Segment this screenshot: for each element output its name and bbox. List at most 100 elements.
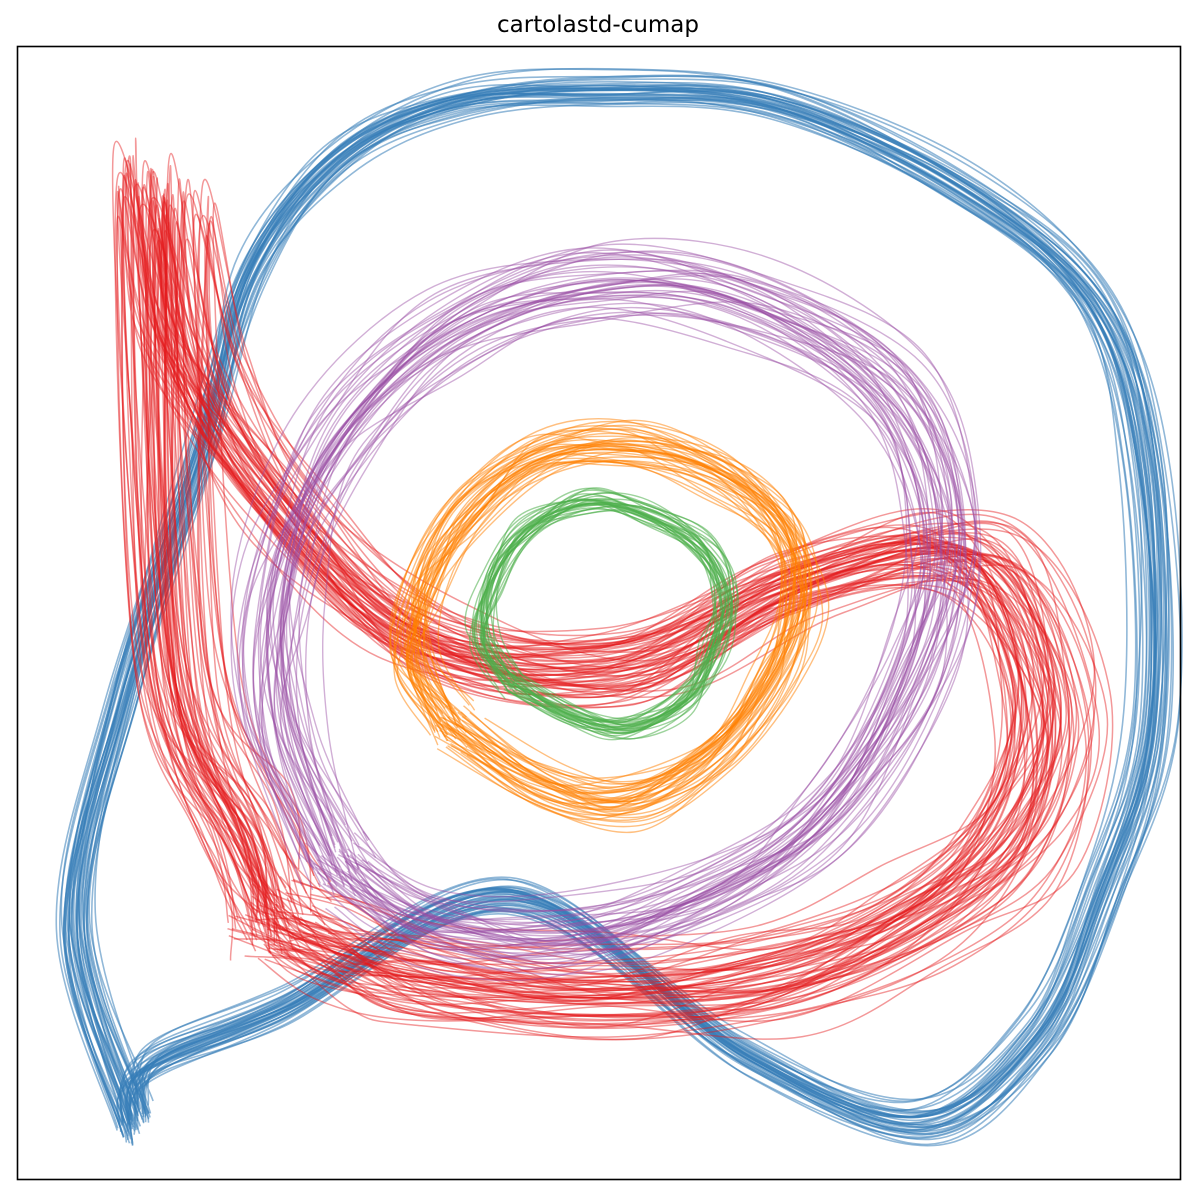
trajectory-line-series-2: [252, 312, 914, 951]
trajectory-line-series-2: [280, 237, 982, 942]
trajectory-line-series-1: [183, 238, 1009, 999]
trajectory-line-series-1: [152, 175, 1023, 980]
trajectory-line-series-2: [275, 283, 978, 954]
chart-title: cartolastd-cumap: [497, 12, 699, 38]
trajectory-line-series-4: [473, 508, 722, 731]
trajectory-line-series-1: [196, 215, 1039, 994]
trajectory-line-series-1: [165, 153, 1071, 992]
trajectory-line-series-1: [197, 216, 1020, 951]
trajectory-line-series-1: [153, 239, 1016, 990]
trajectory-line-series-3: [412, 429, 806, 792]
trajectory-line-series-1: [116, 188, 1052, 1017]
trajectory-line-series-1: [212, 202, 1054, 965]
trajectory-line-series-2: [261, 296, 928, 940]
trajectory-line-series-2: [238, 254, 960, 946]
trajectory-line-series-2: [259, 285, 968, 982]
trajectory-line-series-1: [124, 172, 1044, 992]
trajectory-line-series-4: [464, 498, 716, 723]
trajectory-line-series-2: [241, 277, 929, 951]
trajectory-line-series-1: [137, 182, 1062, 1001]
trajectory-line-series-2: [265, 291, 926, 942]
trajectory-line-series-3: [393, 428, 783, 801]
trajectory-line-series-0: [78, 89, 1143, 1111]
trajectory-line-series-2: [282, 278, 938, 912]
trajectory-line-series-1: [158, 218, 1035, 1028]
trajectory-line-series-0: [83, 97, 1156, 1120]
trajectory-line-series-1: [114, 172, 1045, 1011]
trajectory-line-series-1: [144, 188, 1038, 998]
trajectory-line-series-2: [269, 272, 942, 934]
trajectory-line-series-0: [76, 88, 1170, 1135]
trajectory-line-series-3: [414, 436, 807, 804]
trajectory-line-series-3: [417, 443, 797, 801]
trajectory-line-series-2: [279, 306, 917, 945]
trajectory-line-series-1: [176, 178, 1020, 975]
trajectory-line-series-1: [127, 163, 1029, 1019]
trajectory-line-series-3: [413, 419, 810, 788]
trajectory-line-series-0: [63, 90, 1157, 1141]
trajectory-line-series-2: [279, 279, 956, 947]
trajectory-line-series-2: [257, 247, 962, 957]
trajectory-line-series-2: [267, 270, 967, 969]
trajectory-line-series-2: [280, 291, 925, 898]
trajectory-line-series-2: [265, 284, 952, 945]
trajectory-line-series-1: [141, 160, 1055, 981]
trajectory-lines: [55, 67, 1183, 1147]
trajectory-line-series-2: [273, 317, 922, 959]
trajectory-line-series-1: [134, 137, 1101, 999]
trajectory-line-series-2: [288, 280, 964, 924]
trajectory-line-series-1: [169, 191, 1063, 1018]
trajectory-line-series-2: [242, 298, 944, 965]
trajectory-line-series-1: [124, 155, 1054, 1014]
trajectory-line-series-1: [141, 186, 1056, 994]
trajectory-line-series-4: [490, 498, 739, 728]
trajectory-line-series-2: [285, 275, 962, 957]
trajectory-line-series-2: [295, 302, 926, 941]
trajectory-line-series-1: [207, 222, 1071, 993]
trajectory-line-series-2: [252, 249, 966, 961]
trajectory-line-series-3: [411, 456, 784, 809]
trajectory-line-series-1: [137, 195, 1057, 1001]
trajectory-line-series-2: [241, 251, 954, 942]
trajectory-line-series-1: [157, 228, 1043, 1026]
trajectory-line-series-4: [484, 506, 733, 735]
trajectory-line-series-1: [174, 221, 1029, 999]
trajectory-line-series-1: [173, 178, 1012, 949]
trajectory-line-series-4: [481, 502, 730, 732]
trajectory-line-series-2: [258, 278, 980, 975]
trajectory-line-series-3: [423, 424, 803, 779]
trajectory-line-series-2: [282, 284, 908, 921]
trajectory-line-series-2: [281, 269, 977, 935]
trajectory-line-series-1: [164, 182, 1009, 951]
trajectory-line-series-0: [78, 92, 1167, 1133]
trajectory-line-series-1: [115, 215, 1054, 1022]
trajectory-line-series-0: [85, 104, 1144, 1122]
trajectory-line-series-0: [59, 86, 1169, 1140]
trajectory-line-series-3: [424, 442, 811, 799]
trajectory-line-series-1: [145, 171, 1035, 991]
trajectory-line-series-2: [276, 250, 978, 932]
trajectory-line-series-1: [160, 200, 1045, 989]
trajectory-line-series-2: [322, 306, 948, 934]
trajectory-line-series-4: [471, 493, 723, 726]
trajectory-line-series-0: [67, 87, 1168, 1147]
trajectory-line-series-3: [422, 449, 813, 816]
trajectory-line-series-2: [259, 294, 909, 925]
trajectory-line-series-1: [122, 157, 1063, 1004]
trajectory-line-series-2: [272, 264, 944, 913]
trajectory-line-series-1: [167, 204, 1109, 1021]
trajectory-line-series-2: [273, 270, 943, 912]
plot-frame: [16, 45, 1182, 1181]
trajectory-line-series-0: [64, 90, 1148, 1121]
trajectory-line-series-1: [140, 167, 1062, 1000]
trajectory-line-series-1: [132, 183, 1025, 999]
trajectory-line-series-2: [288, 290, 946, 931]
trajectory-line-series-3: [393, 446, 786, 812]
trajectory-line-series-1: [117, 185, 1049, 1005]
trajectory-line-series-1: [198, 195, 1045, 951]
trajectory-line-series-2: [266, 256, 943, 927]
trajectory-line-series-1: [121, 160, 1088, 1025]
trajectory-line-series-1: [162, 214, 1017, 1002]
trajectory-line-series-2: [236, 258, 950, 951]
